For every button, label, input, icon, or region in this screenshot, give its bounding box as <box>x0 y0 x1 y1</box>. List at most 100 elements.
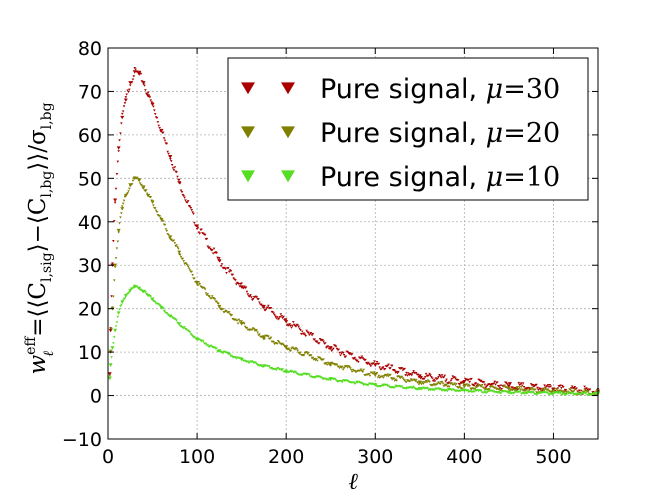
data-marker <box>227 270 231 273</box>
data-marker <box>352 381 356 384</box>
data-marker <box>416 373 420 376</box>
data-marker <box>311 332 315 336</box>
data-marker <box>120 212 123 215</box>
data-marker <box>109 363 112 366</box>
data-marker <box>341 351 345 355</box>
data-marker <box>115 321 119 324</box>
data-marker <box>385 375 389 378</box>
data-marker <box>313 338 316 341</box>
data-marker <box>231 273 235 276</box>
legend-text: Pure signal, <box>320 118 486 149</box>
data-marker <box>332 347 335 350</box>
data-marker <box>564 389 568 392</box>
ylabel-middle: ⟩−⟨C <box>25 198 51 253</box>
data-marker <box>165 142 169 146</box>
x-tick-label: 300 <box>357 446 393 468</box>
data-marker <box>440 380 444 384</box>
data-marker <box>504 381 508 384</box>
data-marker <box>577 389 581 392</box>
label-layer: ℓ weff ℓ=⟨⟨Cl,sig⟩−⟨Cl,bg⟩⟩/σl,bg <box>23 102 358 495</box>
data-marker <box>454 377 457 380</box>
data-marker <box>118 222 121 225</box>
data-marker <box>272 341 276 344</box>
series-2 <box>107 176 600 396</box>
data-marker <box>119 216 122 219</box>
data-marker <box>125 93 129 96</box>
data-marker <box>120 122 123 125</box>
data-marker <box>130 183 134 186</box>
data-marker <box>325 363 329 367</box>
data-marker <box>345 365 349 368</box>
data-marker <box>384 373 388 377</box>
data-marker <box>193 277 196 280</box>
data-marker <box>121 299 125 302</box>
legend-text: Pure signal, <box>320 74 486 105</box>
data-point <box>113 263 118 268</box>
data-marker <box>531 383 535 387</box>
data-marker <box>163 223 167 227</box>
data-marker <box>134 68 137 71</box>
data-marker <box>483 383 487 386</box>
data-marker <box>267 365 271 368</box>
data-marker <box>117 231 120 234</box>
data-marker <box>185 327 188 331</box>
data-marker <box>185 264 189 267</box>
data-point <box>123 98 128 102</box>
data-marker <box>210 295 214 298</box>
data-marker <box>573 386 577 389</box>
legend-mu: μ <box>486 74 504 105</box>
data-marker <box>146 91 150 94</box>
ylabel-sup: eff <box>23 336 39 355</box>
data-marker <box>181 257 185 260</box>
data-marker <box>316 359 319 362</box>
data-marker <box>112 279 116 282</box>
data-marker <box>127 190 130 193</box>
data-marker <box>131 78 135 81</box>
data-marker <box>226 267 230 270</box>
data-marker <box>236 322 240 325</box>
data-marker <box>262 306 266 310</box>
data-marker <box>294 325 298 328</box>
data-marker <box>152 105 155 108</box>
data-marker <box>395 370 398 374</box>
legend-mu: μ <box>486 162 504 193</box>
data-marker <box>337 365 341 368</box>
data-marker <box>326 361 330 365</box>
data-marker <box>479 379 483 382</box>
data-marker <box>144 89 147 92</box>
legend-value: =30 <box>503 74 560 105</box>
data-marker <box>453 376 456 379</box>
data-marker <box>340 380 343 383</box>
data-marker <box>505 383 509 386</box>
data-marker <box>433 380 437 383</box>
data-marker <box>421 381 424 384</box>
data-marker <box>537 388 540 392</box>
data-marker <box>144 291 147 294</box>
data-marker <box>441 382 445 385</box>
data-marker <box>420 383 423 386</box>
y-tick-label: 60 <box>78 125 102 147</box>
data-marker <box>519 390 522 393</box>
data-marker <box>411 372 414 375</box>
data-marker <box>140 184 144 187</box>
data-marker <box>536 386 539 389</box>
data-marker <box>425 381 429 384</box>
data-marker <box>169 160 173 163</box>
data-marker <box>316 340 319 343</box>
data-marker <box>398 375 401 379</box>
data-marker <box>193 335 196 339</box>
data-marker <box>153 109 156 112</box>
legend-entry-label: Pure signal, μ=10 <box>320 162 560 193</box>
data-marker <box>393 386 397 389</box>
data-marker <box>267 304 270 307</box>
data-marker <box>275 316 279 319</box>
data-marker <box>311 356 315 359</box>
data-marker <box>155 116 159 120</box>
data-marker <box>468 381 472 384</box>
data-marker <box>569 388 572 391</box>
data-marker <box>322 340 325 343</box>
legend-marker <box>241 170 255 183</box>
data-marker <box>198 232 202 235</box>
